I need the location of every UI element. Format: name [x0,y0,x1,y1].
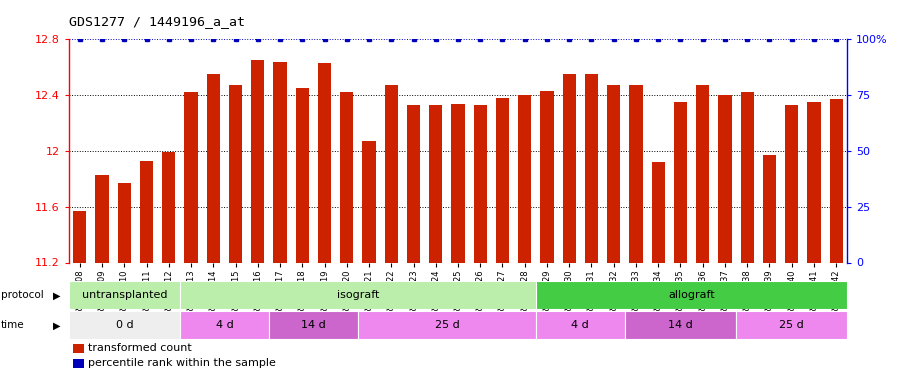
Bar [140,161,153,262]
Text: percentile rank within the sample: percentile rank within the sample [88,358,276,368]
Bar [629,86,643,262]
Text: transformed count: transformed count [88,344,191,353]
Text: 25 d: 25 d [434,320,459,330]
Bar [429,105,442,262]
Text: allograft: allograft [669,290,714,300]
Bar [95,175,109,262]
Bar [207,74,220,262]
Bar [736,311,847,339]
Text: 4 d: 4 d [572,320,589,330]
Bar [740,92,754,262]
Bar [807,102,821,262]
Text: untransplanted: untransplanted [82,290,167,300]
Bar [625,311,736,339]
Text: time: time [1,320,25,330]
Bar [407,105,420,262]
Bar [340,92,354,262]
Bar [718,95,732,262]
Bar [785,105,799,262]
Bar [117,183,131,262]
Bar [452,104,464,262]
Bar [536,281,847,309]
Bar [562,74,576,262]
Bar [607,86,620,262]
Bar [696,86,709,262]
Bar [162,152,176,262]
Text: 0 d: 0 d [115,320,133,330]
Bar [180,281,536,309]
Text: 4 d: 4 d [215,320,234,330]
Bar [180,311,269,339]
Bar [73,211,86,262]
Bar [69,281,180,309]
Bar [318,63,332,262]
Bar [296,88,309,262]
Text: isograft: isograft [337,290,379,300]
Bar [496,98,509,262]
Bar [69,311,180,339]
Bar [229,86,242,262]
Bar [358,311,536,339]
Bar [536,311,625,339]
Bar [184,92,198,262]
Text: 14 d: 14 d [301,320,326,330]
Bar [518,95,531,262]
Bar [584,74,598,262]
Bar [763,155,776,262]
Bar [251,60,265,262]
Bar [674,102,687,262]
Text: ▶: ▶ [53,320,60,330]
Bar [273,62,287,262]
Text: protocol: protocol [1,290,44,300]
Bar [363,141,376,262]
Bar [540,91,553,262]
Bar [385,86,398,262]
Bar [651,162,665,262]
Text: 25 d: 25 d [780,320,804,330]
Text: ▶: ▶ [53,290,60,300]
Text: 14 d: 14 d [668,320,692,330]
Bar [830,99,843,262]
Bar [474,105,487,262]
Text: GDS1277 / 1449196_a_at: GDS1277 / 1449196_a_at [69,15,245,28]
Bar [269,311,358,339]
